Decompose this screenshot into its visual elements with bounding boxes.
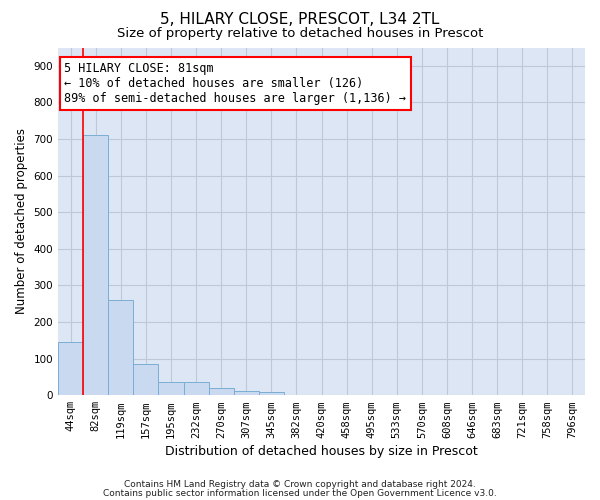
Bar bbox=[259, 392, 284, 395]
Text: 5, HILARY CLOSE, PRESCOT, L34 2TL: 5, HILARY CLOSE, PRESCOT, L34 2TL bbox=[160, 12, 440, 28]
Text: Contains public sector information licensed under the Open Government Licence v3: Contains public sector information licen… bbox=[103, 488, 497, 498]
Y-axis label: Number of detached properties: Number of detached properties bbox=[15, 128, 28, 314]
Bar bbox=[58, 342, 83, 395]
X-axis label: Distribution of detached houses by size in Prescot: Distribution of detached houses by size … bbox=[165, 444, 478, 458]
Bar bbox=[233, 391, 259, 395]
Bar bbox=[133, 364, 158, 395]
Bar bbox=[209, 388, 233, 395]
Bar bbox=[108, 300, 133, 395]
Text: 5 HILARY CLOSE: 81sqm
← 10% of detached houses are smaller (126)
89% of semi-det: 5 HILARY CLOSE: 81sqm ← 10% of detached … bbox=[64, 62, 406, 105]
Text: Size of property relative to detached houses in Prescot: Size of property relative to detached ho… bbox=[117, 28, 483, 40]
Bar bbox=[83, 136, 108, 395]
Bar bbox=[184, 382, 209, 395]
Text: Contains HM Land Registry data © Crown copyright and database right 2024.: Contains HM Land Registry data © Crown c… bbox=[124, 480, 476, 489]
Bar bbox=[158, 382, 184, 395]
